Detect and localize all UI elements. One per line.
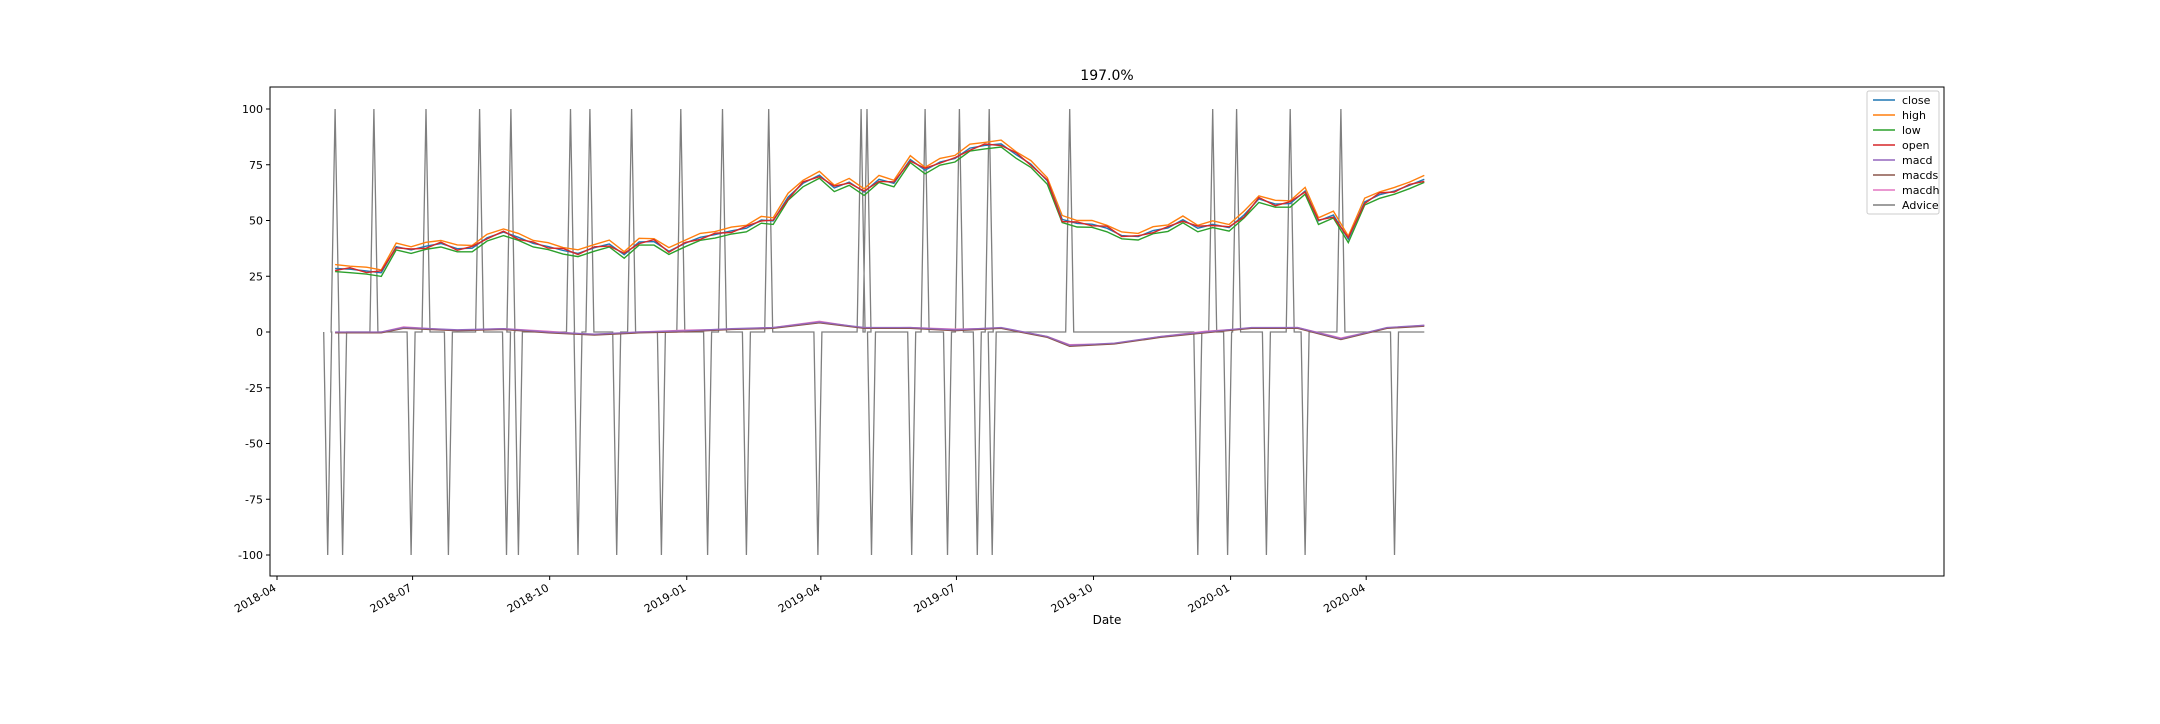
y-tick-label: -50	[245, 438, 263, 451]
chart-title: 197.0%	[1080, 68, 1133, 84]
y-tick-label: -25	[245, 382, 263, 395]
y-tick-label: 25	[249, 270, 263, 283]
series-open-line	[334, 143, 1425, 274]
legend: close high low open macd macds macdh Advice	[1866, 90, 1940, 215]
legend-label-close: close	[1902, 94, 1931, 107]
series-low-line	[335, 146, 1425, 278]
legend-label-macd: macd	[1902, 154, 1933, 167]
series-layer	[323, 108, 1425, 556]
y-tick-label: 0	[256, 326, 263, 339]
y-tick-label: 50	[249, 215, 263, 228]
legend-frame	[1866, 90, 1940, 215]
legend-label-advice: Advice	[1902, 199, 1939, 212]
series-high-line	[335, 139, 1425, 271]
x-axis-label: Date	[1093, 613, 1122, 627]
y-tick-label: -100	[238, 549, 263, 562]
series-macd-line	[335, 321, 1425, 347]
y-tick-label: 75	[249, 159, 263, 172]
legend-label-high: high	[1902, 109, 1926, 122]
legend-label-macdh: macdh	[1902, 184, 1939, 197]
legend-label-low: low	[1902, 124, 1921, 137]
y-tick-label: 100	[242, 103, 263, 116]
series-close-line	[335, 143, 1425, 274]
legend-label-macds: macds	[1902, 169, 1938, 182]
y-tick-label: -75	[245, 493, 263, 506]
legend-label-open: open	[1902, 139, 1929, 152]
series-macds-line	[335, 322, 1425, 347]
